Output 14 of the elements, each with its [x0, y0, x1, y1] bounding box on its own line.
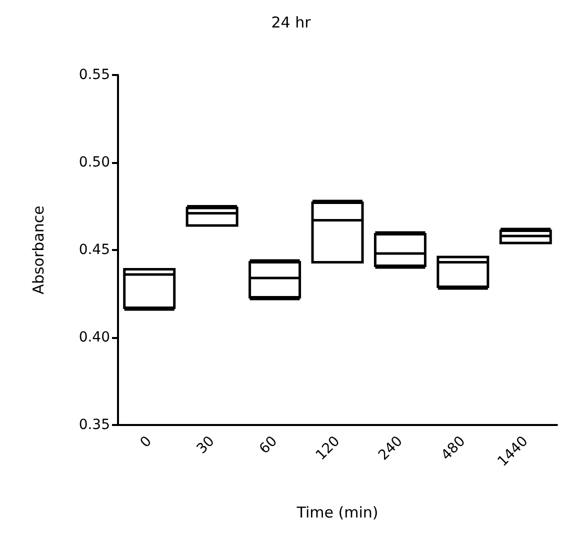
x-tick-label: 0 [137, 433, 156, 451]
y-tick-label: 0.50 [78, 154, 110, 170]
y-tick-label: 0.55 [78, 67, 110, 83]
x-tick-label: 480 [438, 433, 469, 464]
x-tick-label: 240 [376, 433, 406, 464]
x-tick-label: 120 [312, 433, 344, 464]
y-tick-label: 0.45 [78, 242, 110, 258]
y-axis-title: Absorbance [30, 206, 48, 294]
x-tick-label: 30 [194, 433, 218, 458]
x-tick-label: 60 [256, 433, 280, 458]
chart-title: 24 hr [271, 14, 312, 32]
y-tick-label: 0.35 [78, 417, 110, 433]
x-axis-title: Time (min) [296, 504, 378, 522]
y-tick-label: 0.40 [78, 330, 110, 346]
